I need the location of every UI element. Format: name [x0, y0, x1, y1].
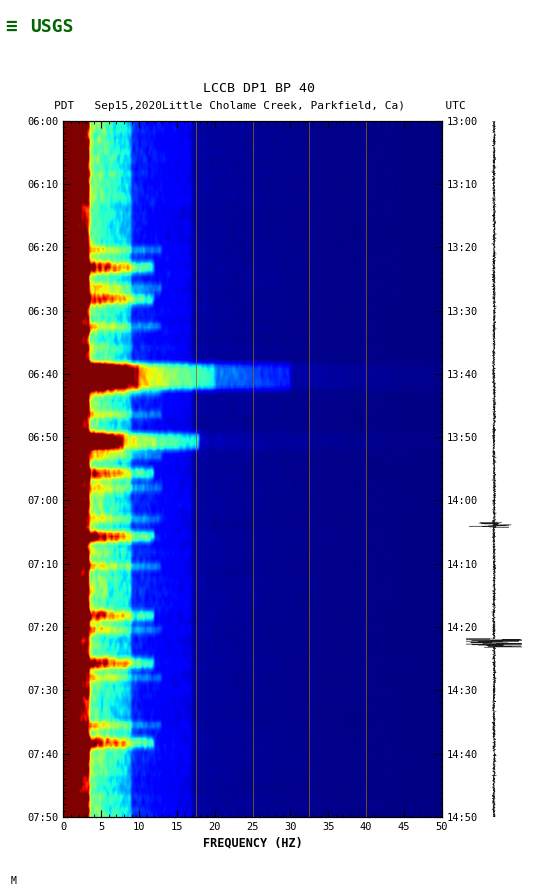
Text: LCCB DP1 BP 40: LCCB DP1 BP 40 [204, 81, 315, 95]
Text: USGS: USGS [30, 18, 74, 36]
Text: M: M [11, 876, 17, 886]
X-axis label: FREQUENCY (HZ): FREQUENCY (HZ) [203, 836, 302, 849]
Text: PDT   Sep15,2020Little Cholame Creek, Parkfield, Ca)      UTC: PDT Sep15,2020Little Cholame Creek, Park… [54, 101, 465, 111]
Text: ≡: ≡ [6, 17, 17, 37]
